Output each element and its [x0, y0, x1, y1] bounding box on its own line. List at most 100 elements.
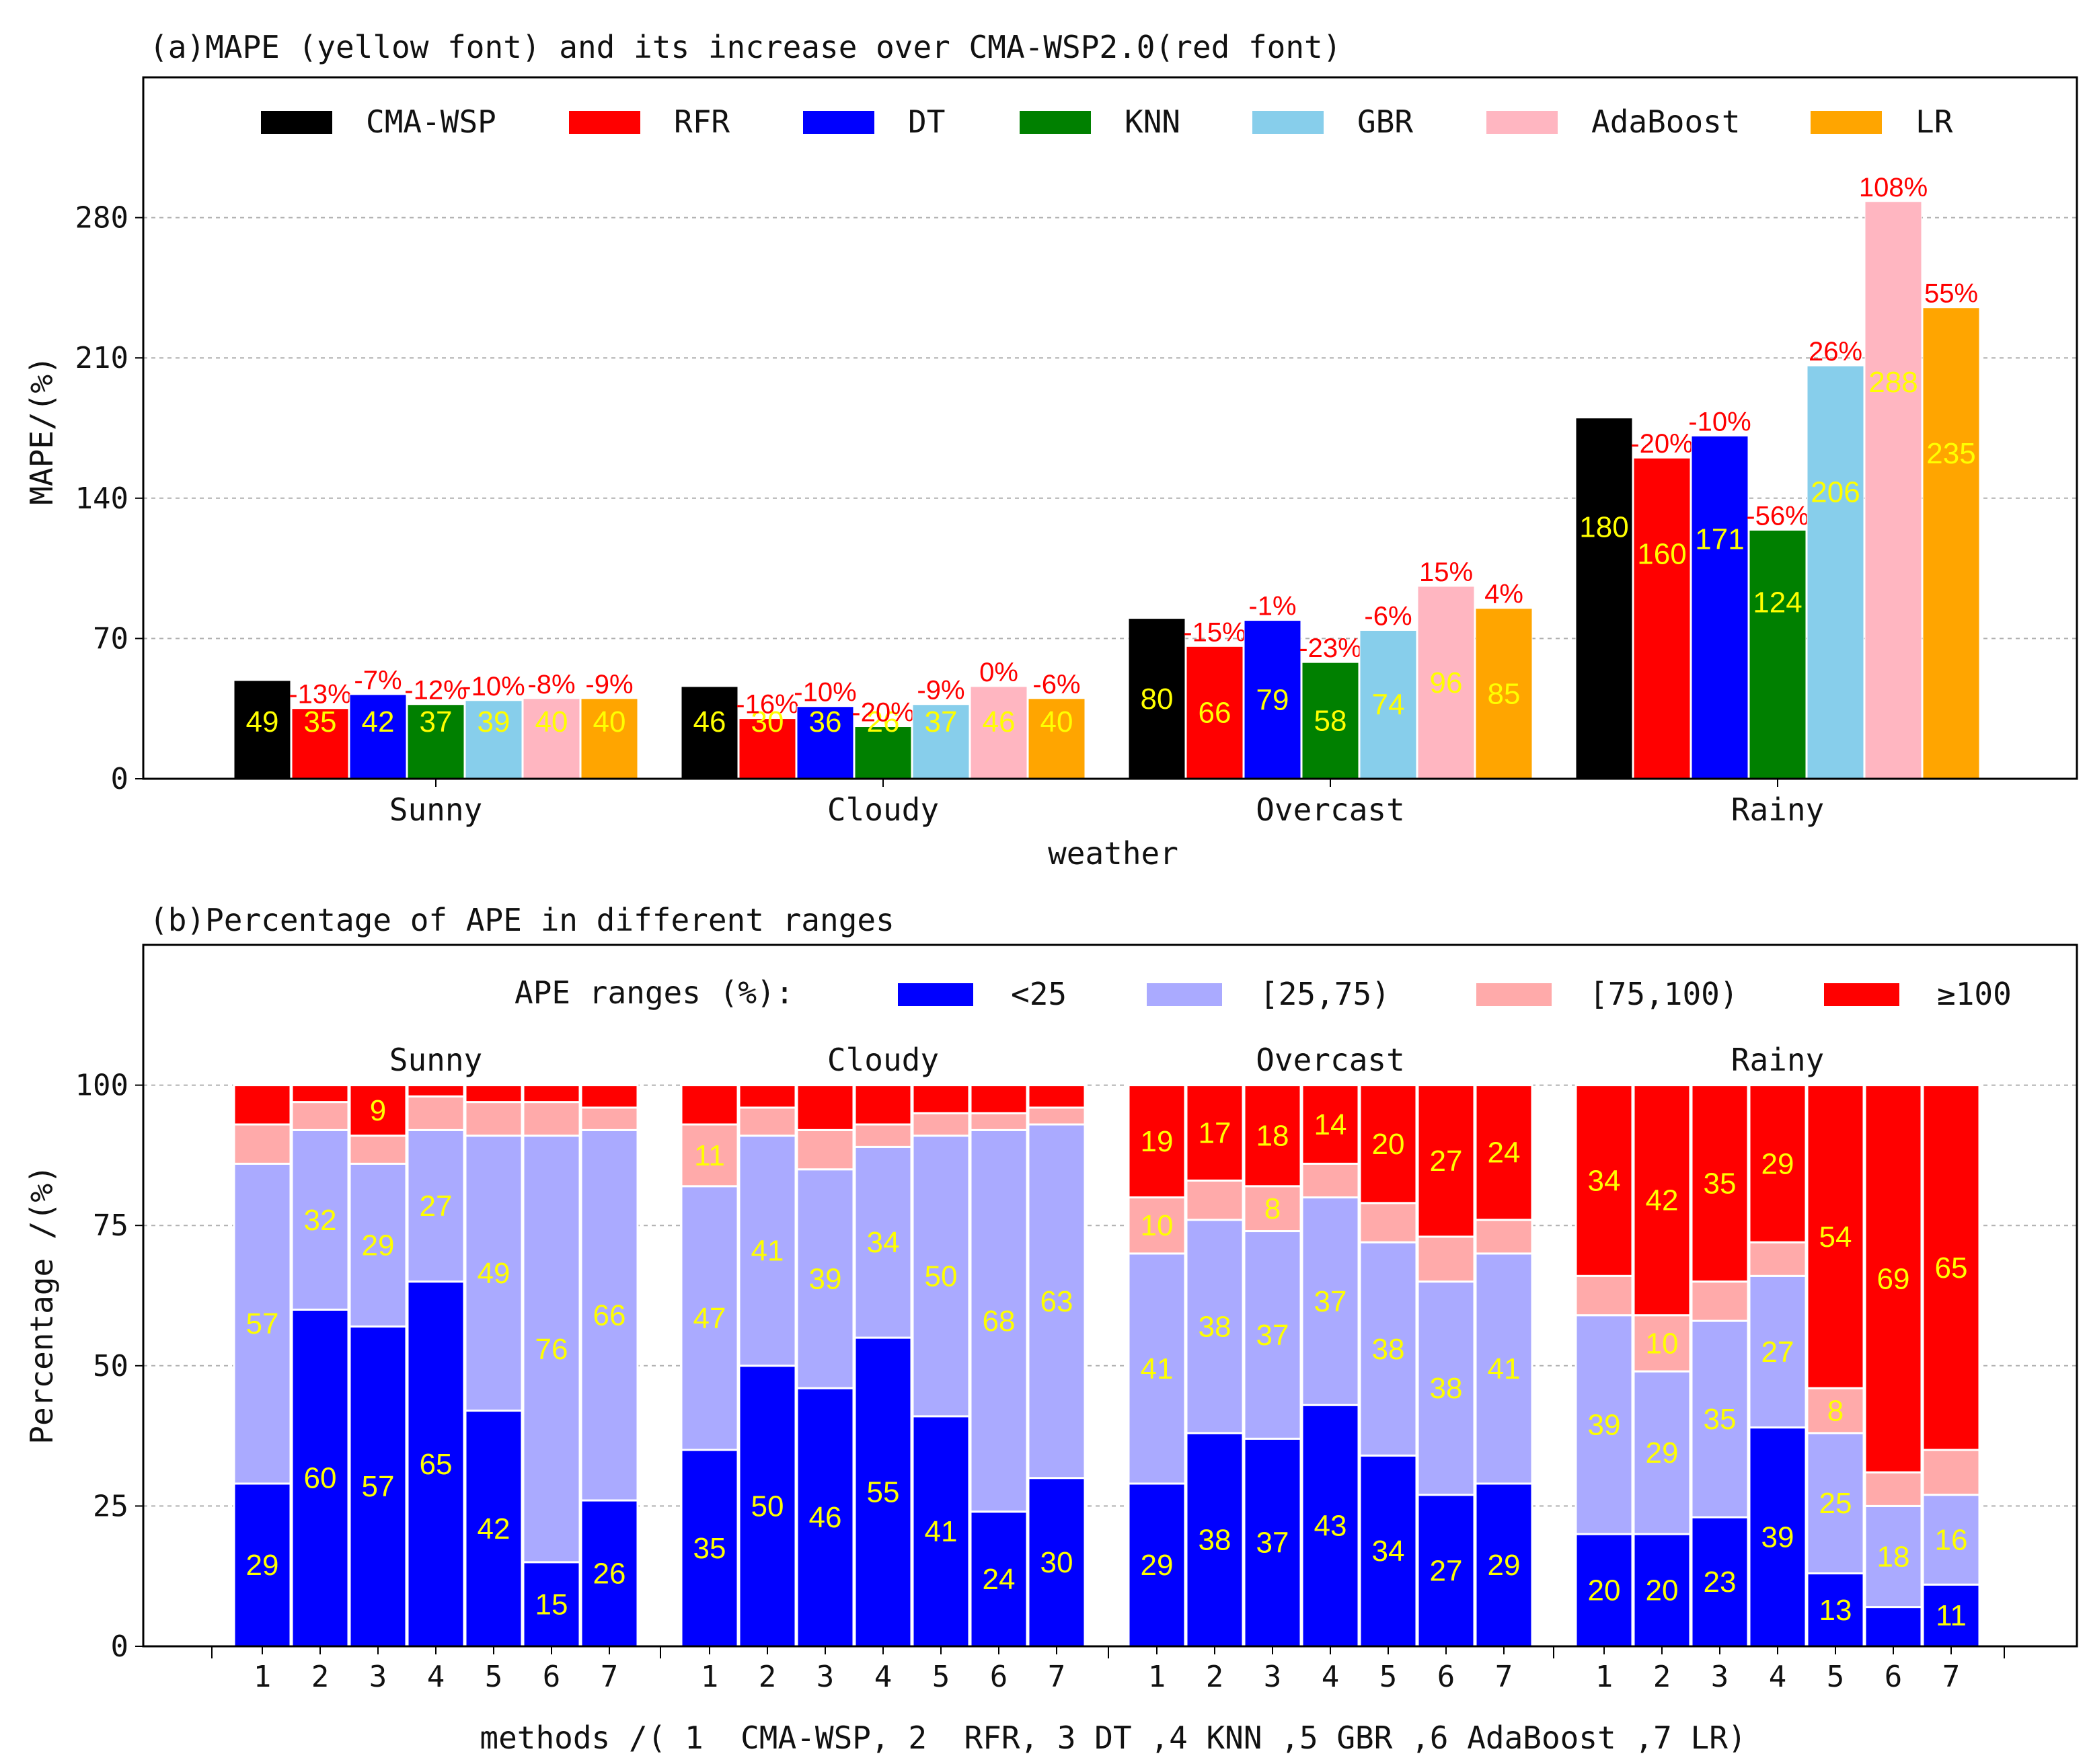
chart-b-bar-segment	[1416, 1235, 1476, 1283]
chart-a-increase-label: -6%	[1364, 601, 1412, 631]
chart-b-bar-segment	[580, 1128, 639, 1502]
chart-a-bar	[1475, 608, 1533, 779]
chart-b-segment-label: 15	[535, 1588, 568, 1621]
chart-b-segment-label: 42	[1646, 1184, 1679, 1217]
chart-b-bar-segment	[348, 1084, 408, 1137]
chart-b-xtick-label: 4	[1769, 1660, 1787, 1694]
chart-b-segment-label: 18	[1877, 1540, 1910, 1573]
chart-a-increase-label: -9%	[917, 676, 964, 705]
chart-b-xtick-label: 4	[427, 1660, 445, 1694]
chart-b-bar-segment	[580, 1499, 639, 1648]
chart-b-ytick-label: 75	[93, 1209, 128, 1243]
chart-b-segment-label: 18	[1256, 1120, 1289, 1153]
chart-b-bar-segment	[1690, 1084, 1749, 1283]
chart-b-segment-label: 8	[1827, 1395, 1844, 1428]
chart-b-segment-label: 39	[809, 1262, 842, 1295]
chart-b-legend-title: APE ranges (%):	[515, 974, 794, 1011]
chart-a-increase-label: 0%	[979, 658, 1018, 687]
chart-b-xtick-label: 1	[1148, 1660, 1166, 1694]
chart-a-bar	[407, 704, 465, 779]
chart-b-ylabel: Percentage /(%)	[24, 1165, 60, 1444]
chart-b-segment-label: 14	[1314, 1108, 1347, 1141]
chart-a-value-label: 36	[809, 705, 842, 738]
chart-b-bar-segment	[796, 1168, 855, 1389]
chart-b-segment-label: 27	[1430, 1145, 1463, 1178]
chart-a-ylabel: MAPE/(%)	[24, 356, 60, 505]
chart-a-value-label: 206	[1811, 476, 1860, 509]
chart-b-segment-label: 16	[1935, 1523, 1968, 1556]
chart-a-xtick-label: Cloudy	[827, 792, 939, 828]
chart-a-bar	[465, 700, 523, 779]
chart-b-plot: 0255075100Sunny2957160322572993652744249…	[75, 944, 2078, 1694]
chart-b-segment-label: 38	[1199, 1310, 1231, 1343]
chart-b-segment-label: 57	[246, 1307, 279, 1340]
chart-a-bar	[1691, 435, 1749, 779]
chart-a-value-label: 40	[1040, 705, 1073, 738]
chart-b-bar-segment	[1922, 1494, 1981, 1586]
chart-a-increase-label: -9%	[585, 670, 633, 699]
chart-a-bar	[1301, 662, 1359, 779]
chart-b-segment-label: 11	[1936, 1599, 1967, 1632]
chart-b-bar-segment	[1301, 1196, 1360, 1406]
chart-b-segment-label: 17	[1199, 1117, 1231, 1150]
chart-a-value-label: 42	[362, 705, 395, 738]
chart-b-group-label: Overcast	[1256, 1042, 1405, 1078]
chart-a-value-label: 66	[1199, 697, 1231, 730]
chart-b-segment-label: 41	[925, 1515, 958, 1548]
chart-b-bar-segment	[969, 1112, 1028, 1131]
chart-b-legend-swatch	[1476, 983, 1552, 1006]
chart-a-frame	[142, 76, 2078, 780]
chart-b-legend-label: [75,100)	[1589, 976, 1739, 1012]
chart-a-bar	[1128, 618, 1186, 779]
chart-b-bar-segment	[1806, 1387, 1865, 1434]
chart-b-xtick-label: 5	[1827, 1660, 1845, 1694]
chart-b-legend-label: ≥100	[1937, 976, 2012, 1012]
chart-b-bar-segment	[1864, 1504, 1923, 1609]
chart-a-legend-label: AdaBoost	[1591, 104, 1741, 140]
chart-b-bar-segment	[911, 1112, 971, 1137]
chart-b-segment-label: 41	[751, 1235, 784, 1268]
chart-b-bar-segment	[1574, 1274, 1634, 1317]
chart-b-segment-label: 20	[1646, 1574, 1679, 1607]
chart-a-increase-label: -7%	[354, 666, 402, 695]
chart-b-segment-label: 29	[362, 1229, 395, 1262]
chart-b-bar-segment	[1632, 1370, 1692, 1535]
chart-a-increase-label: -23%	[1299, 634, 1361, 663]
chart-a-value-label: 124	[1753, 586, 1802, 619]
chart-a-value-label: 30	[751, 705, 784, 738]
chart-b-bar-segment	[233, 1123, 292, 1165]
chart-a-legend-swatch	[569, 111, 640, 134]
chart-b-segment-label: 29	[1488, 1549, 1521, 1582]
chart-b-bar-segment	[1301, 1162, 1360, 1198]
chart-b-xtick-label: 3	[369, 1660, 387, 1694]
chart-b-segment-label: 27	[1430, 1554, 1463, 1587]
chart-b-bar-segment	[1574, 1314, 1634, 1535]
chart-b-segment-label: 66	[593, 1299, 626, 1332]
chart-b-bar-segment	[1185, 1219, 1244, 1434]
chart-b-legend-swatch	[898, 983, 973, 1006]
chart-b-bar-segment	[464, 1101, 523, 1137]
chart-b-segment-label: 19	[1141, 1125, 1174, 1158]
chart-b-xtick-label: 2	[1206, 1660, 1224, 1694]
chart-a-value-label: 160	[1637, 538, 1686, 571]
chart-a-value-label: 37	[925, 705, 958, 738]
chart-b-bar-segment	[1127, 1084, 1186, 1198]
chart-b-bar-segment	[969, 1128, 1028, 1513]
chart-a-increase-label: -8%	[527, 670, 575, 699]
chart-b-bar-segment	[580, 1106, 639, 1131]
chart-b-bar-segment	[1748, 1084, 1807, 1243]
chart-a-bar	[233, 680, 291, 779]
chart-a-increase-label: -56%	[1746, 501, 1809, 531]
chart-b-xtick-label: 3	[1711, 1660, 1729, 1694]
chart-b-bar-segment	[1243, 1084, 1302, 1188]
chart-a-bar	[1417, 586, 1475, 779]
chart-b-segment-label: 29	[1141, 1549, 1174, 1582]
chart-b-segment-label: 24	[1488, 1137, 1521, 1169]
chart-b-segment-label: 26	[593, 1558, 626, 1590]
chart-a-bar	[349, 694, 407, 779]
chart-a-increase-label: -10%	[1688, 407, 1751, 436]
chart-a-value-label: 46	[983, 705, 1016, 738]
chart-b-segment-label: 25	[1819, 1487, 1852, 1520]
chart-a-bar	[1575, 418, 1633, 779]
